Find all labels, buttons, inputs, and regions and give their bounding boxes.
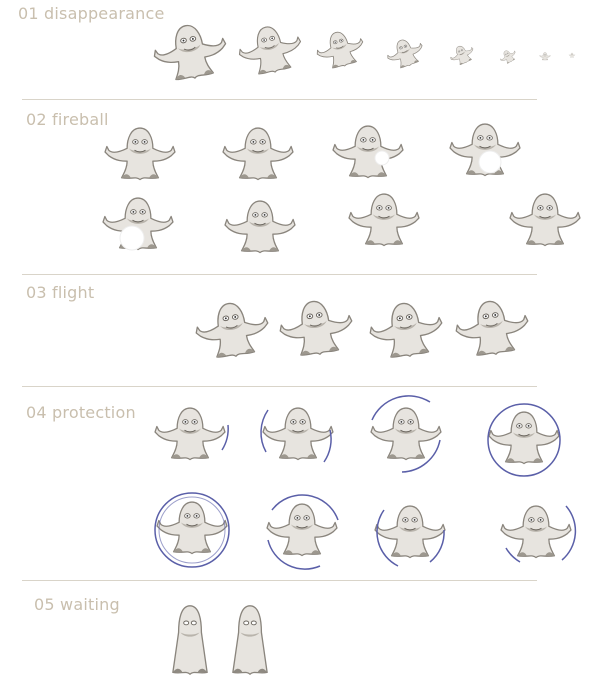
section-divider bbox=[22, 99, 537, 100]
section-label-flight: 03 flight bbox=[26, 283, 95, 302]
flight-frames bbox=[192, 295, 533, 362]
protection-frames bbox=[154, 395, 577, 570]
section-label-disappearance: 01 disappearance bbox=[18, 4, 165, 23]
section-label-waiting: 05 waiting bbox=[34, 595, 120, 614]
section-divider bbox=[22, 580, 537, 581]
section-label-fireball: 02 fireball bbox=[26, 110, 109, 129]
section-label-protection: 04 protection bbox=[26, 403, 136, 422]
disappearance-frames bbox=[149, 18, 576, 86]
waiting-frames bbox=[172, 605, 268, 675]
fireball-frames bbox=[102, 123, 581, 254]
section-divider bbox=[22, 386, 537, 387]
section-divider bbox=[22, 274, 537, 275]
